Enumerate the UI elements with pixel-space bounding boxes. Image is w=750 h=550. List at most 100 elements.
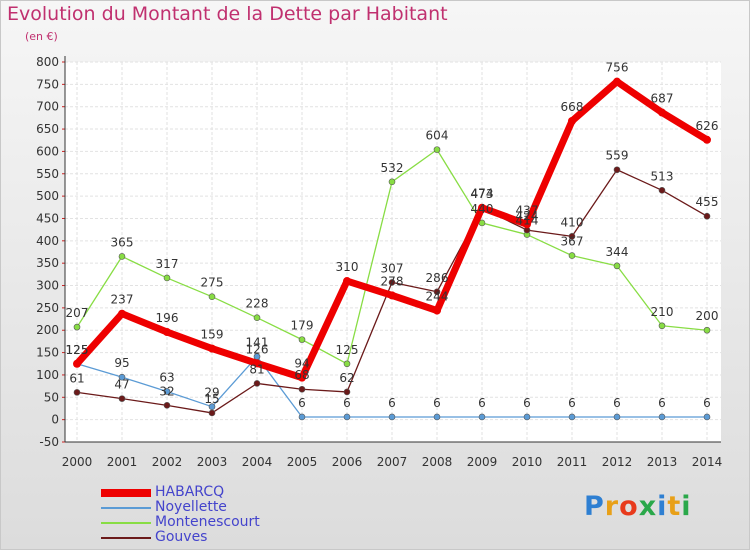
data-point (613, 413, 621, 421)
data-label: 455 (696, 195, 719, 209)
logo-letter: x (638, 491, 658, 522)
data-point (613, 262, 621, 270)
x-tick-label: 2005 (287, 455, 318, 469)
data-label: 125 (336, 343, 359, 357)
axes: 8007507006506005505004504003503002502001… (36, 55, 722, 469)
data-point (298, 385, 306, 393)
data-label: 6 (433, 396, 441, 410)
data-label: 126 (246, 342, 269, 356)
data-label: 228 (246, 297, 269, 311)
data-label: 473 (471, 187, 494, 201)
data-label: 365 (111, 235, 134, 249)
data-label: 200 (696, 309, 719, 323)
data-point (478, 203, 486, 212)
data-point (703, 413, 711, 421)
data-point (298, 413, 306, 421)
data-point (433, 146, 441, 153)
data-point (253, 359, 261, 368)
x-tick-label: 2006 (332, 455, 363, 469)
data-point (208, 293, 216, 301)
x-tick-label: 2003 (197, 455, 228, 469)
data-point (703, 135, 711, 144)
data-point (613, 166, 621, 174)
y-tick-label: 0 (51, 413, 59, 427)
data-label: 310 (336, 260, 359, 274)
data-label: 237 (111, 293, 134, 307)
data-label: 141 (246, 336, 269, 350)
data-point (253, 380, 261, 387)
data-label: 210 (651, 305, 674, 319)
data-point (703, 212, 711, 220)
legend-label: Gouves (155, 529, 208, 545)
data-point (73, 389, 81, 396)
data-point (118, 309, 126, 318)
data-label: 47 (114, 378, 129, 392)
data-labels: 207 365 317 275 228 179 125 532 604 440 414 367 344 2… (66, 61, 719, 410)
plot-area (65, 62, 721, 442)
proxiti-logo: Proxiti (584, 491, 692, 522)
data-label: 6 (478, 396, 486, 410)
data-label: 410 (561, 215, 584, 229)
legend-label: Montenescourt (155, 514, 260, 530)
data-label: 95 (114, 356, 129, 370)
chart-title: Evolution du Montant de la Dette par Hab… (7, 3, 448, 25)
data-point (298, 336, 306, 343)
data-label: 424 (516, 209, 539, 223)
data-label: 62 (339, 371, 354, 385)
data-point (253, 314, 261, 322)
data-point (343, 388, 351, 396)
data-point (658, 413, 666, 421)
data-point (523, 413, 531, 421)
logo-letter: i (681, 491, 692, 522)
data-point (433, 288, 441, 296)
data-label: 125 (66, 343, 89, 357)
data-label: 687 (651, 92, 674, 106)
data-label: 604 (426, 129, 449, 143)
y-tick-label: 750 (36, 77, 59, 91)
data-label: 532 (381, 161, 404, 175)
y-tick-label: 100 (36, 368, 59, 382)
y-tick-label: 700 (36, 100, 59, 114)
grid (65, 61, 721, 443)
x-tick-label: 2010 (512, 455, 543, 469)
logo-letter: o (619, 491, 639, 522)
legend-swatch (101, 537, 151, 539)
data-point (343, 413, 351, 421)
data-point (73, 359, 81, 368)
data-point (568, 413, 576, 421)
data-label: 29 (204, 386, 219, 400)
series-group (73, 77, 711, 421)
data-label: 81 (249, 362, 264, 376)
x-tick-label: 2002 (152, 455, 183, 469)
data-point (73, 323, 81, 331)
y-tick-label: 300 (36, 279, 59, 293)
data-point (343, 360, 351, 368)
data-point (658, 108, 666, 117)
data-label: 179 (291, 319, 314, 333)
x-tick-label: 2011 (557, 455, 588, 469)
y-tick-label: 50 (44, 390, 59, 404)
data-label: 367 (561, 235, 584, 249)
data-label: 207 (66, 306, 89, 320)
data-point (388, 279, 396, 286)
data-label: 68 (294, 368, 309, 382)
y-tick-label: 150 (36, 346, 59, 360)
y-tick-label: 200 (36, 323, 59, 337)
x-tick-label: 2014 (692, 455, 723, 469)
y-tick-label: -50 (39, 435, 59, 449)
y-tick-label: 350 (36, 256, 59, 270)
x-tick-label: 2008 (422, 455, 453, 469)
data-label: 125 (66, 343, 89, 357)
data-label: 307 (381, 261, 404, 275)
data-point (613, 77, 621, 86)
data-label: 15 (204, 392, 219, 406)
y-tick-label: 450 (36, 211, 59, 225)
data-label: 440 (471, 202, 494, 216)
chart-subtitle: (en €) (25, 30, 58, 43)
data-point (118, 253, 126, 260)
data-label: 344 (606, 245, 629, 259)
data-label: 626 (696, 119, 719, 133)
data-label: 244 (426, 290, 449, 304)
data-label: 559 (606, 149, 629, 163)
